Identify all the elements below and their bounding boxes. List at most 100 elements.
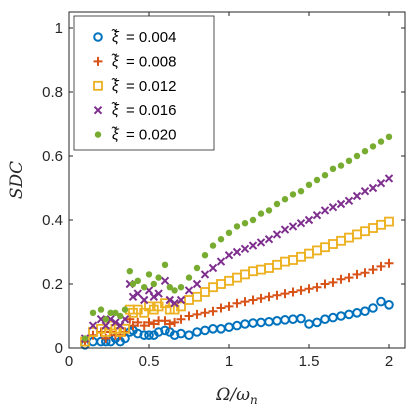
point-s2-31 xyxy=(272,290,282,300)
point-s1-12 xyxy=(139,330,149,341)
point-s4-41 xyxy=(352,191,362,201)
point-s5-6 xyxy=(112,309,119,316)
point-s4-5 xyxy=(106,314,115,324)
point-s4-17 xyxy=(165,295,175,305)
point-s4-39 xyxy=(336,199,346,209)
point-s2-24 xyxy=(216,303,226,313)
point-s5-10 xyxy=(129,280,137,288)
point-s2-20 xyxy=(184,311,194,321)
point-s4-43 xyxy=(368,183,378,193)
point-s4-31 xyxy=(272,230,282,239)
point-s5-40 xyxy=(345,157,353,164)
point-s5-5 xyxy=(107,309,114,316)
point-s5-20 xyxy=(185,274,193,281)
point-s5-30 xyxy=(265,207,273,214)
x-tick-label: 1 xyxy=(225,353,233,370)
point-s2-28 xyxy=(248,295,258,305)
point-s4-35 xyxy=(304,215,314,225)
point-s4-11 xyxy=(133,289,143,298)
y-tick-label: 0.4 xyxy=(42,212,63,229)
point-s2-29 xyxy=(256,293,266,303)
point-s2-38 xyxy=(328,277,338,287)
point-s5-9 xyxy=(126,268,133,275)
point-s2-18 xyxy=(170,317,180,327)
point-s4-45 xyxy=(384,174,394,183)
point-s2-35 xyxy=(304,284,314,294)
point-s5-39 xyxy=(337,162,345,169)
point-s5-3 xyxy=(97,306,105,313)
point-s2-16 xyxy=(160,316,170,326)
point-s5-2 xyxy=(89,309,97,316)
legend-symbol-5: ξ̃ xyxy=(111,127,120,144)
point-s4-33 xyxy=(288,222,298,231)
point-s5-42 xyxy=(361,148,369,155)
legend-marker-2 xyxy=(93,56,103,66)
point-s5-43 xyxy=(369,143,377,150)
point-s5-17 xyxy=(166,284,173,291)
legend-marker-4 xyxy=(93,105,103,115)
x-tick-label: 0.5 xyxy=(139,353,160,370)
point-s5-45 xyxy=(385,133,393,140)
point-s1-44 xyxy=(376,296,386,307)
y-tick-label: 0 xyxy=(55,340,63,357)
point-s5-19 xyxy=(177,284,185,291)
point-s4-24 xyxy=(216,257,226,266)
point-s2-22 xyxy=(200,308,210,318)
point-s1-16 xyxy=(160,325,170,336)
point-s5-13 xyxy=(145,271,153,278)
point-s4-42 xyxy=(360,186,370,196)
legend-label-2: = 0.008 xyxy=(126,53,176,70)
legend-marker-5 xyxy=(94,131,102,138)
point-s5-27 xyxy=(241,220,249,227)
point-s5-14 xyxy=(150,280,157,288)
data-layer xyxy=(80,133,394,350)
point-s5-41 xyxy=(353,152,361,160)
point-s5-22 xyxy=(201,252,209,259)
point-s2-26 xyxy=(232,298,242,308)
point-s2-19 xyxy=(176,314,186,324)
legend: ξ̃ = 0.004 ξ̃ = 0.008 ξ̃ = 0.012 ξ̃ = 0.016… xyxy=(73,15,215,151)
point-s5-21 xyxy=(193,264,201,272)
point-s4-19 xyxy=(176,295,186,305)
point-s4-10 xyxy=(128,292,138,302)
point-s2-36 xyxy=(312,282,322,292)
point-s5-36 xyxy=(313,176,321,184)
point-s2-12 xyxy=(139,321,149,331)
point-s2-40 xyxy=(344,273,354,283)
point-s5-33 xyxy=(289,191,297,198)
point-s5-32 xyxy=(281,196,289,203)
point-s2-33 xyxy=(288,287,298,297)
point-s4-25 xyxy=(224,250,234,260)
point-s5-44 xyxy=(377,138,385,145)
point-s5-18 xyxy=(171,287,178,294)
legend-symbol-3: ξ̃ xyxy=(111,78,120,95)
point-s4-23 xyxy=(208,263,218,273)
point-s4-16 xyxy=(160,276,170,286)
point-s4-32 xyxy=(280,225,290,234)
point-s4-22 xyxy=(200,270,210,279)
point-s2-41 xyxy=(352,269,362,279)
x-tick-label: 0 xyxy=(65,353,73,370)
point-s2-39 xyxy=(336,274,346,284)
point-s2-23 xyxy=(208,306,218,316)
point-s2-21 xyxy=(192,309,202,319)
point-s5-16 xyxy=(161,261,169,268)
point-s5-24 xyxy=(217,236,225,243)
legend-label-3: = 0.012 xyxy=(126,78,176,95)
point-s5-7 xyxy=(117,312,124,320)
point-s4-26 xyxy=(232,247,242,257)
point-s2-42 xyxy=(360,268,370,278)
x-tick-label: 2 xyxy=(385,353,393,370)
point-s4-44 xyxy=(376,178,386,188)
point-s5-37 xyxy=(321,172,329,179)
point-s4-12 xyxy=(139,295,149,305)
point-s4-37 xyxy=(320,206,330,215)
y-tick-label: 0.2 xyxy=(42,276,63,293)
x-axis-title: Ω/ωn xyxy=(215,385,257,407)
point-s4-15 xyxy=(154,289,163,298)
point-s2-43 xyxy=(368,265,378,275)
point-s2-13 xyxy=(144,317,154,327)
y-tick-label: 0.8 xyxy=(42,84,63,101)
y-tick-label: 1 xyxy=(55,20,63,37)
legend-symbol-1: ξ̃ xyxy=(111,29,120,46)
